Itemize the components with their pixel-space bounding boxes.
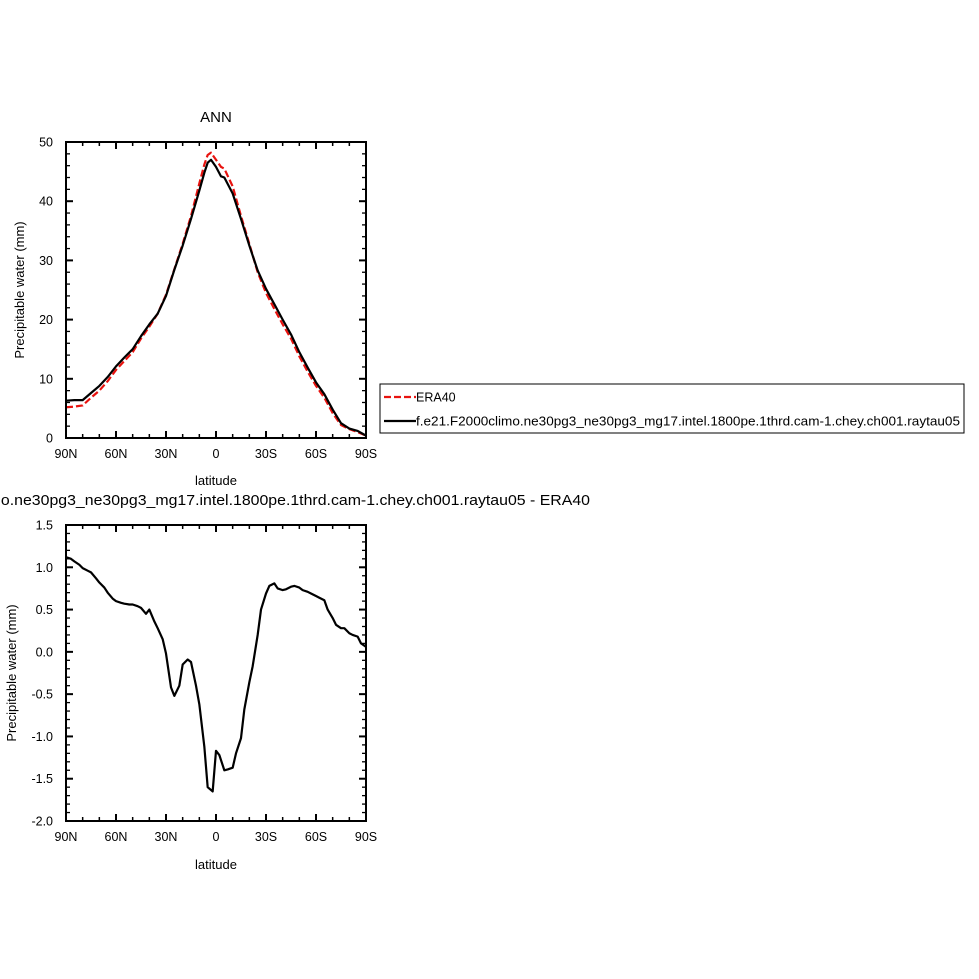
panel2-xtick-label: 30S <box>255 830 277 844</box>
panel2-series <box>65 556 367 793</box>
panel2-ytick-label: 0.5 <box>36 603 53 617</box>
panel2-title: f.e21.F2000climo.ne30pg3_ne30pg3_mg17.in… <box>0 492 590 509</box>
panel2-ytick-label: -0.5 <box>31 688 53 702</box>
panel2-xtick-label: 90N <box>55 830 78 844</box>
panel2-xlabel: latitude <box>195 857 237 872</box>
panel2-ytick-label: 1.0 <box>36 561 53 575</box>
panel1-series-line-1 <box>65 158 367 437</box>
panel2-ytick-label: -1.5 <box>31 772 53 786</box>
panel1-ylabel: Precipitable water (mm) <box>12 221 27 358</box>
panel2-ytick-label: -2.0 <box>31 815 53 829</box>
panel2-xtick-label: 60S <box>305 830 327 844</box>
panel2-xtick-label: 0 <box>213 830 220 844</box>
panel1-ytick-label: 20 <box>39 313 53 327</box>
panel2-ytick-label: 0.0 <box>36 645 53 659</box>
panel1-title: ANN <box>200 109 232 126</box>
panel1-series-line-0 <box>65 151 367 437</box>
panel1-xtick-label: 30S <box>255 447 277 461</box>
panel1-xtick-label: 60N <box>105 447 128 461</box>
panel1-xtick-label: 60S <box>305 447 327 461</box>
panel1-frame <box>65 141 367 439</box>
panel2-ytick-label: -1.0 <box>31 730 53 744</box>
panel2-xtick-label: 60N <box>105 830 128 844</box>
panel1-xtick-label: 90N <box>55 447 78 461</box>
legend-label-era40: ERA40 <box>416 391 456 405</box>
panel2-xtick-label: 30N <box>155 830 178 844</box>
panel1-xlabel: latitude <box>195 473 237 488</box>
panel-annual-mean: ANN 90N 60N 30N 0 30S 60S 90S 0 10 20 30 40 50 latit… <box>12 109 377 488</box>
panel1-ytick-label: 30 <box>39 254 53 268</box>
panel1-ticks: 90N 60N 30N 0 30S 60S 90S 0 10 20 30 40 50 <box>39 136 377 462</box>
legend-box <box>379 383 965 434</box>
panel1-series <box>65 151 367 437</box>
panel-difference: f.e21.F2000climo.ne30pg3_ne30pg3_mg17.in… <box>0 492 590 872</box>
panel2-frame <box>65 524 367 822</box>
panel1-xtick-label: 90S <box>355 447 377 461</box>
panel1-xtick-label: 30N <box>155 447 178 461</box>
panel1-xtick-label: 0 <box>213 447 220 461</box>
legend-label-model: f.e21.F2000climo.ne30pg3_ne30pg3_mg17.in… <box>416 415 960 429</box>
panel2-ytick-label: 1.5 <box>36 519 53 533</box>
panel2-ylabel: Precipitable water (mm) <box>4 604 19 741</box>
panel2-xtick-label: 90S <box>355 830 377 844</box>
panel1-ytick-label: 40 <box>39 195 53 209</box>
panel1-ytick-label: 50 <box>39 136 53 150</box>
legend: ERA40 f.e21.F2000climo.ne30pg3_ne30pg3_m… <box>379 383 965 434</box>
panel1-ytick-label: 10 <box>39 372 53 386</box>
panel2-series-line-0 <box>65 556 367 793</box>
panel1-ytick-label: 0 <box>46 432 53 446</box>
